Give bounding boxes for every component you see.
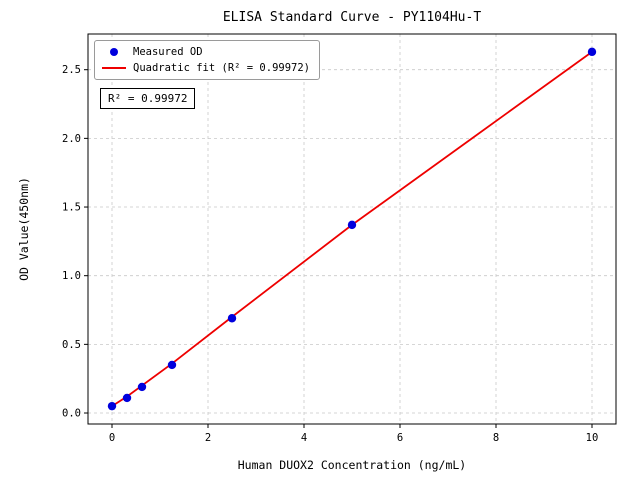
legend-label-quadratic-fit: Quadratic fit (R² = 0.99972) (133, 62, 311, 74)
data-point (137, 382, 147, 392)
data-point (227, 314, 237, 323)
x-tick-label: 0 (109, 432, 115, 444)
legend-item-quadratic-fit: Quadratic fit (R² = 0.99972) (102, 62, 310, 74)
y-tick-label: 2.5 (62, 64, 81, 76)
y-tick-label: 1.0 (62, 270, 81, 282)
data-point (122, 393, 132, 403)
line-marker-icon (102, 67, 126, 69)
legend-marker-cell (102, 48, 126, 56)
legend-label-measured-od: Measured OD (133, 46, 203, 58)
legend: Measured OD Quadratic fit (R² = 0.99972) (94, 40, 321, 80)
axes-frame (87, 33, 617, 425)
chart-title: ELISA Standard Curve - PY1104Hu-T (222, 10, 482, 25)
x-tick-label: 6 (397, 432, 403, 444)
legend-marker-cell (102, 67, 126, 69)
x-tick-label: 2 (205, 432, 211, 444)
x-tick-label: 10 (586, 432, 599, 444)
y-tick-label: 0.5 (62, 339, 81, 351)
data-point (167, 360, 177, 370)
x-axis-label: Human DUOX2 Concentration (ng/mL) (237, 458, 467, 472)
x-tick-label: 4 (301, 432, 307, 444)
legend-item-measured-od: Measured OD (102, 46, 310, 58)
r-squared-annotation: R² = 0.99972 (100, 88, 196, 109)
y-tick-label: 1.5 (62, 202, 81, 214)
y-tick-label: 2.0 (62, 133, 81, 145)
data-point (107, 401, 117, 411)
data-point (587, 47, 597, 57)
y-tick-label: 0.0 (62, 408, 81, 420)
x-tick-label: 8 (493, 432, 499, 444)
scatter-marker-icon (110, 48, 118, 56)
y-axis-label: OD Value(450nm) (17, 177, 31, 281)
data-point (347, 220, 357, 230)
